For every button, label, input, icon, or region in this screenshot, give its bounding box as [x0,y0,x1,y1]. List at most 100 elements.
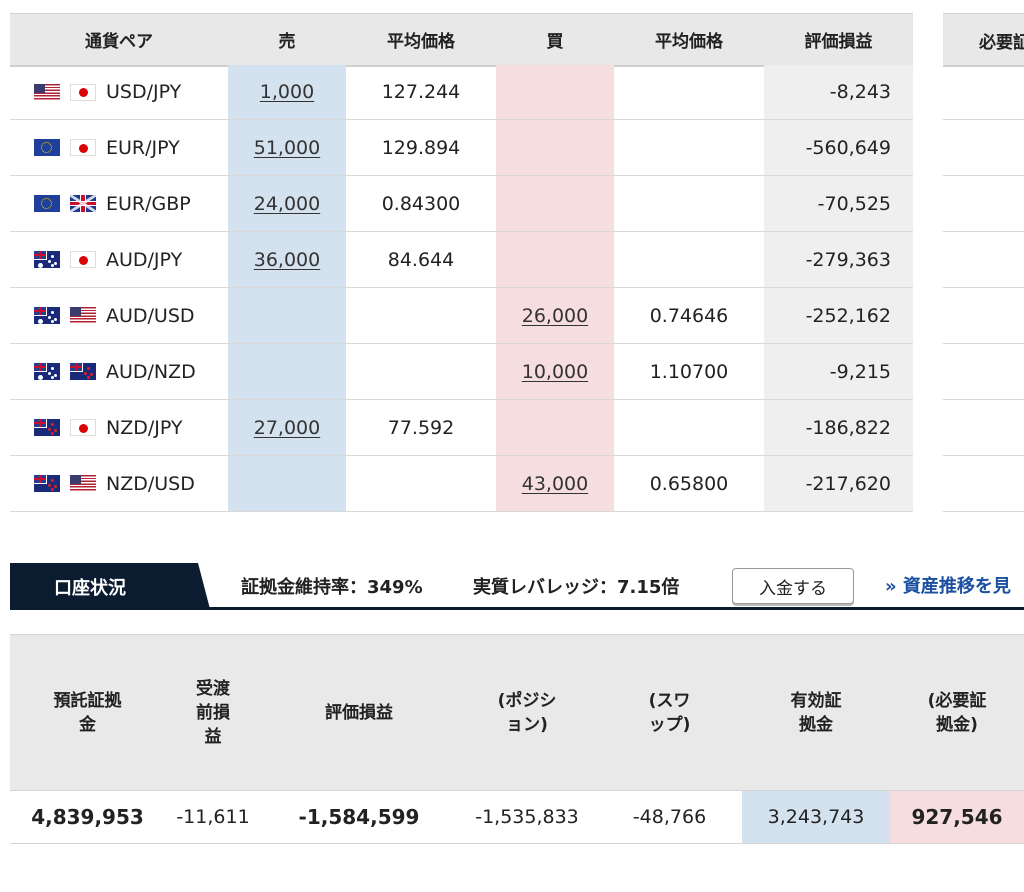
currency-pair-label: AUD/NZD [106,360,196,383]
au-flag-icon [34,307,60,324]
deposit-button[interactable]: 入金する [732,568,854,604]
summary-table-header: 預託証拠金受渡 前損益評価損益 (ポジシ ョン) (スワ ップ) 有効証 拠金 (必要証 拠金) [10,634,1024,791]
summary-header-effective-margin: 有効証 拠金 [742,635,890,791]
header-sell: 売 [278,32,296,52]
buy-avg-price-cell [614,400,764,455]
profit-loss-cell: -9,215 [764,344,913,399]
currency-pair-cell: AUD/NZD [10,344,228,399]
sell-avg-price-cell: 127.244 [346,65,496,119]
required-margin-cell [943,400,1024,456]
currency-pair-label: EUR/JPY [106,136,180,159]
summary-value-swap-pl: -48,766 [632,806,707,828]
buy-quantity-cell: 10,000 [496,344,614,399]
buy-quantity-cell-link[interactable]: 26,000 [521,304,589,327]
currency-pair-cell: EUR/JPY [10,120,228,175]
header-profit-loss: 評価損益 [804,32,873,52]
table-row: AUD/NZD 10,000 1.10700 -9,215 [10,344,913,400]
nz-flag-icon [34,475,60,492]
table-row: AUD/USD 26,000 0.74646 -252,162 [10,288,913,344]
summary-value-required-margin: 927,546 [890,791,1024,843]
currency-pair-cell: NZD/JPY [10,400,228,455]
profit-loss-cell-value: -279,363 [805,248,891,271]
buy-avg-price-cell-value: 1.10700 [649,360,729,383]
summary-header-line: 益 [204,727,222,747]
positions-table-body: USD/JPY 1,000 127.244 -8,243 EUR/JPY 51,000 12… [10,65,913,512]
sell-quantity-cell-link[interactable]: 1,000 [259,81,315,103]
sell-avg-price-cell [346,456,496,511]
us-flag-icon [70,307,96,324]
margin-maintenance-ratio: 証拠金維持率：349% [241,577,423,598]
currency-pair-label: AUD/USD [106,304,195,327]
buy-quantity-cell [496,400,614,455]
buy-quantity-cell [496,120,614,175]
table-row: EUR/JPY 51,000 129.894 -560,649 [10,120,913,176]
nz-flag-icon [70,363,96,380]
summary-table-row: 4,839,953 -11,611 -1,584,599 -1,535,833 -48,… [10,790,1024,844]
sell-quantity-cell-link[interactable]: 24,000 [253,192,321,215]
summary-header-line: 拠金) [936,715,978,735]
table-row: EUR/GBP 24,000 0.84300 -70,525 [10,176,913,232]
profit-loss-cell: -217,620 [764,456,913,511]
buy-quantity-cell-link[interactable]: 43,000 [521,472,589,495]
profit-loss-cell: -279,363 [764,232,913,287]
currency-pair-label: EUR/GBP [106,192,191,215]
header-sell-avg-price: 平均価格 [387,32,455,52]
jp-flag-icon [70,419,96,436]
positions-table-header: 通貨ペア 売 平均価格 買 平均価格 評価損益 [10,13,913,67]
buy-quantity-cell [496,232,614,287]
us-flag-icon [34,83,60,101]
sell-avg-price-cell-value: 129.894 [381,136,461,159]
required-margin-cell [943,232,1024,288]
sell-avg-price-cell-value: 0.84300 [381,192,461,215]
sell-quantity-cell: 51,000 [228,120,346,175]
sell-quantity-cell-link[interactable]: 51,000 [253,136,321,159]
account-status-tab[interactable]: 口座状況 [10,563,210,609]
sell-avg-price-cell [346,344,496,399]
required-margin-cell [943,120,1024,176]
sell-quantity-cell: 27,000 [228,400,346,455]
currency-pair-cell: USD/JPY [10,65,228,119]
summary-value-unsettled-pl: -11,611 [176,806,250,828]
currency-pair-label: NZD/JPY [106,416,183,439]
header-currency-pair: 通貨ペア [85,32,153,52]
header-required-margin-partial: 必要証 [943,13,1024,67]
asset-history-link[interactable]: » 資産推移を見 [885,576,1011,597]
nz-flag-icon [34,419,60,436]
sell-avg-price-cell: 0.84300 [346,176,496,231]
summary-header-line: (必要証 [927,691,987,711]
profit-loss-cell-value: -560,649 [805,136,891,159]
currency-pair-cell: AUD/JPY [10,232,228,287]
buy-quantity-cell [496,65,614,119]
jp-flag-icon [70,251,96,268]
buy-avg-price-cell: 1.10700 [614,344,764,399]
buy-quantity-cell: 26,000 [496,288,614,343]
table-row: NZD/USD 43,000 0.65800 -217,620 [10,456,913,512]
buy-avg-price-cell-value: 0.65800 [649,472,729,495]
summary-header-unsettled-pl: 受渡 前損益 [165,635,261,791]
summary-header-line: ョン) [506,715,548,735]
buy-quantity-cell-link[interactable]: 10,000 [521,360,589,383]
sell-quantity-cell-link[interactable]: 27,000 [253,416,321,439]
summary-header-line: (スワ [648,691,691,711]
required-margin-cell [943,288,1024,344]
summary-header-line: 金 [79,715,96,735]
profit-loss-cell-value: -186,822 [805,416,891,439]
profit-loss-cell-value: -252,162 [805,304,891,327]
sell-quantity-cell: 1,000 [228,65,346,119]
sell-quantity-cell [228,344,346,399]
summary-header-line: 受渡 [196,679,230,699]
sell-avg-price-cell: 77.592 [346,400,496,455]
currency-pair-label: AUD/JPY [106,248,183,271]
buy-avg-price-cell [614,65,764,119]
profit-loss-cell-value: -9,215 [829,360,891,383]
currency-pair-label: USD/JPY [106,81,182,103]
sell-quantity-cell-link[interactable]: 36,000 [253,248,321,271]
summary-header-line: (ポジシ [497,691,557,711]
summary-value-deposited-margin: 4,839,953 [31,805,144,829]
required-margin-cell [943,344,1024,400]
required-margin-cell [943,65,1024,120]
buy-avg-price-cell: 0.65800 [614,456,764,511]
effective-leverage: 実質レバレッジ：7.15倍 [473,577,680,598]
summary-header-deposited-margin: 預託証拠金 [10,635,165,791]
account-status-bar: 口座状況 証拠金維持率：349% 実質レバレッジ：7.15倍 入金する » 資産… [10,563,1024,610]
